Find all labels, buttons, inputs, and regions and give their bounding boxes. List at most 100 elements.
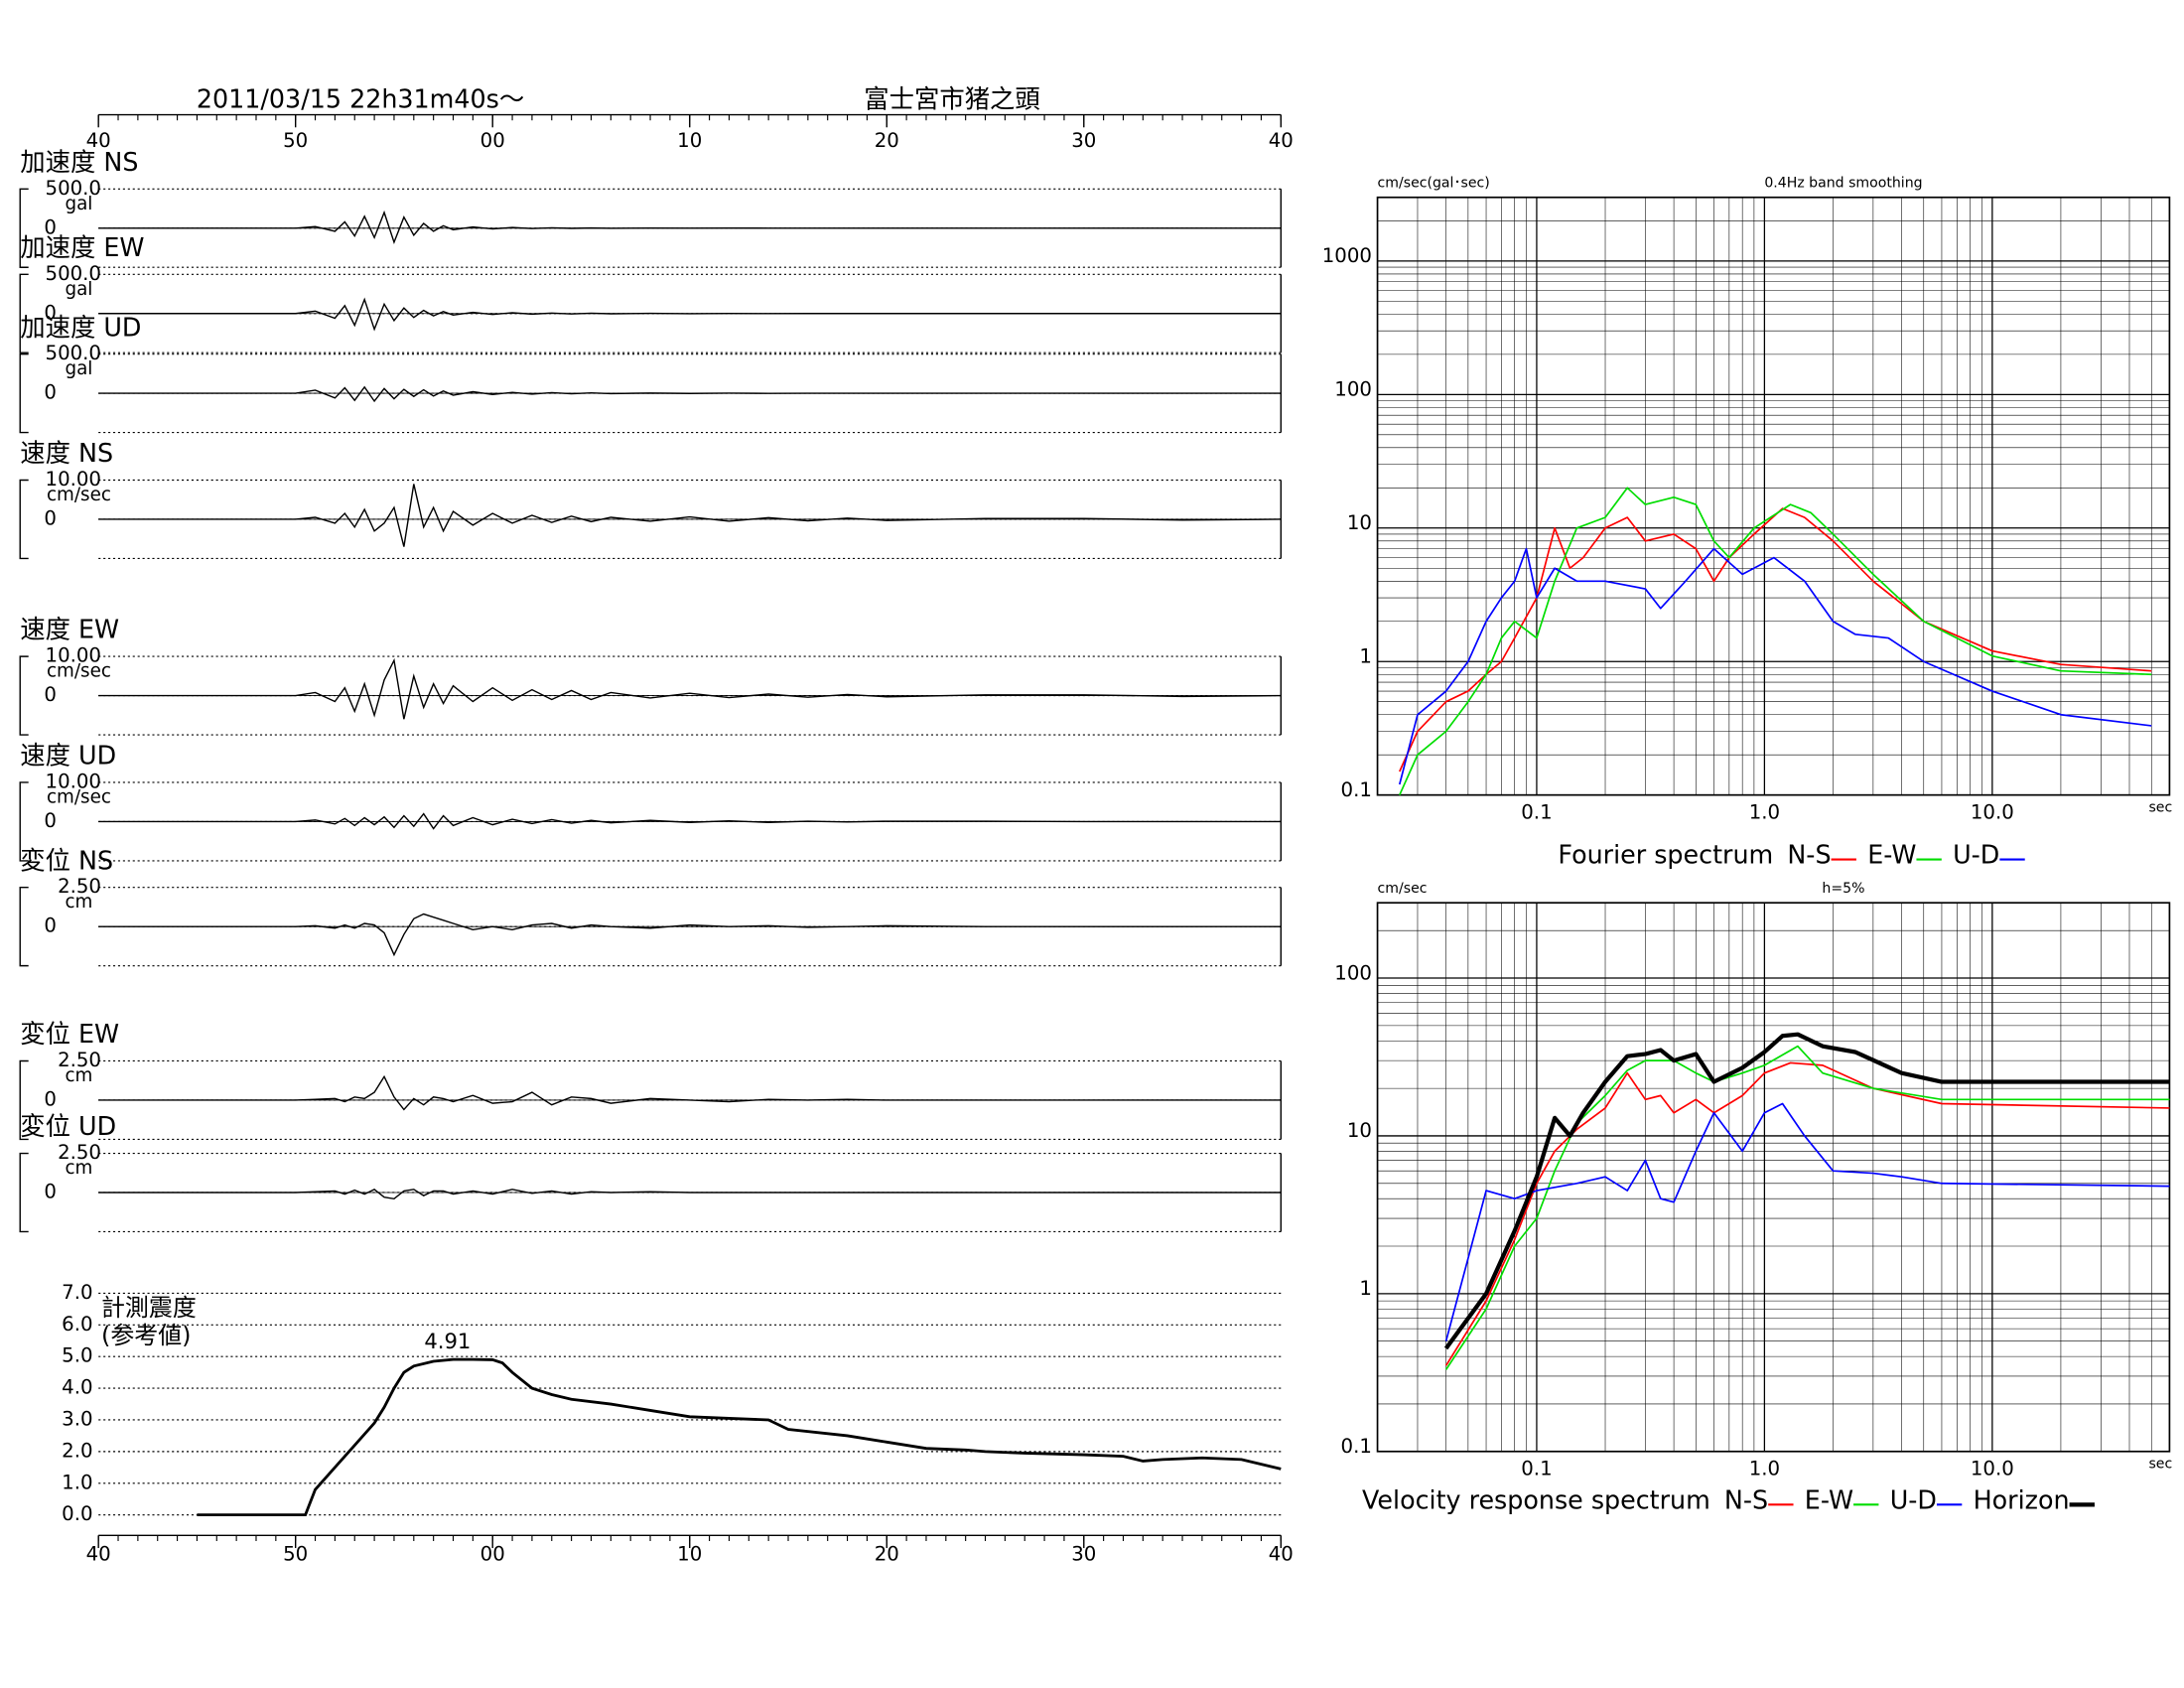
y-tick-label: 2.0 xyxy=(62,1439,92,1462)
x-tick-label: 50 xyxy=(283,129,308,152)
x-tick-label: 40 xyxy=(86,129,111,152)
unit-label: cm/sec xyxy=(47,485,111,505)
legend-label: E-W xyxy=(1805,1485,1853,1515)
x-tick-label: 30 xyxy=(1071,1543,1096,1566)
y-tick-label: 10.00 xyxy=(46,468,101,491)
unit-label: gal xyxy=(65,358,92,379)
y-tick-label: 0 xyxy=(44,1180,57,1202)
waveform xyxy=(98,385,1282,403)
panel-bracket xyxy=(19,655,29,736)
spectrum-line xyxy=(1398,547,2152,785)
legend-label: Horizon xyxy=(1974,1485,2070,1515)
y-tick-label: 100 xyxy=(1334,961,1372,984)
legend-label: U-D xyxy=(1890,1485,1937,1515)
trace-title: 加速度 UD xyxy=(20,312,141,342)
legend-label: E-W xyxy=(1867,840,1916,870)
y-tick-label: 0.0 xyxy=(62,1502,92,1525)
x-tick-label: 0.1 xyxy=(1521,800,1552,823)
y-tick-label: 5.0 xyxy=(62,1344,92,1367)
unit-label: gal xyxy=(65,194,92,214)
y-tick-label: 3.0 xyxy=(62,1407,92,1430)
y-tick-label: 0 xyxy=(44,381,57,404)
y-tick-label: 1000 xyxy=(1322,244,1372,267)
panel-bracket xyxy=(19,188,29,268)
waveform xyxy=(98,484,1282,547)
x-tick-label: 20 xyxy=(875,1543,899,1566)
station-name: 富士宮市猪之頭 xyxy=(864,83,1040,113)
spectrum-line xyxy=(1399,507,2152,773)
x-tick-label: 40 xyxy=(1269,1543,1294,1566)
y-axis-label: cm/sec(gal･sec) xyxy=(1378,176,1490,192)
subtitle: h=5% xyxy=(1822,881,1864,897)
y-tick-label: 0 xyxy=(44,1087,57,1110)
trace-title: 加速度 NS xyxy=(20,147,138,177)
x-tick-label: 40 xyxy=(86,1543,111,1566)
waveform xyxy=(98,1189,1282,1200)
x-tick-label: 30 xyxy=(1071,129,1096,152)
y-tick-label: 6.0 xyxy=(62,1313,92,1336)
x-tick-label: 00 xyxy=(480,129,505,152)
x-tick-label: 10.0 xyxy=(1971,800,2014,823)
spectrum-line xyxy=(1444,1061,2170,1366)
unit-label: cm xyxy=(65,892,92,913)
panel-bracket xyxy=(19,1152,29,1233)
y-tick-label: 0.1 xyxy=(1341,1435,1372,1458)
legend-label: N-S xyxy=(1724,1485,1768,1515)
x-tick-label: 1.0 xyxy=(1749,800,1780,823)
subtitle: 0.4Hz band smoothing xyxy=(1764,176,1922,192)
panel-bracket xyxy=(19,273,29,353)
legend-label: U-D xyxy=(1953,840,1999,870)
x-tick-label: 00 xyxy=(480,1543,505,1566)
trace-title: 変位 NS xyxy=(20,845,113,875)
panel-bracket xyxy=(19,781,29,862)
record-datetime: 2011/03/15 22h31m40s〜 xyxy=(197,83,524,113)
y-tick-label: 0.1 xyxy=(1341,778,1372,801)
y-tick-label: 500.0 xyxy=(46,342,101,364)
panel-bracket xyxy=(19,1059,29,1141)
x-axis-label: sec xyxy=(2148,799,2172,815)
y-tick-label: 0 xyxy=(44,914,57,937)
waveform xyxy=(98,297,1282,332)
spectrum-line xyxy=(1399,487,2152,796)
chart-title: Velocity response spectrum xyxy=(1362,1485,1710,1515)
plot-frame xyxy=(1376,196,2171,796)
chart-title: Fourier spectrum xyxy=(1558,840,1773,870)
y-tick-label: 0 xyxy=(44,506,57,529)
trace-title: 変位 UD xyxy=(20,1111,116,1141)
y-tick-label: 10.00 xyxy=(46,770,101,792)
panel-bracket xyxy=(19,479,29,560)
spectrum-line xyxy=(1443,1032,2170,1350)
y-tick-label: 10 xyxy=(1347,1119,1372,1142)
peak-annotation: 4.91 xyxy=(424,1329,471,1353)
unit-label: cm xyxy=(65,1065,92,1086)
y-axis-label: 計測震度 xyxy=(101,1294,197,1322)
waveform xyxy=(98,657,1282,720)
waveform xyxy=(98,812,1282,830)
panel-bracket xyxy=(19,886,29,967)
y-tick-label: 7.0 xyxy=(62,1281,92,1304)
y-tick-label: 500.0 xyxy=(46,262,101,285)
x-axis-label: sec xyxy=(2148,1456,2172,1472)
trace-title: 加速度 EW xyxy=(20,232,144,262)
x-tick-label: 40 xyxy=(1269,129,1294,152)
plot-frame xyxy=(1376,902,2171,1453)
y-axis-label: (参考値) xyxy=(101,1322,192,1349)
x-tick-label: 50 xyxy=(283,1543,308,1566)
trace-title: 速度 UD xyxy=(20,741,116,771)
x-tick-label: 0.1 xyxy=(1521,1458,1552,1480)
y-axis-label: cm/sec xyxy=(1378,881,1428,897)
unit-label: gal xyxy=(65,279,92,300)
waveform xyxy=(98,913,1282,957)
trace-title: 変位 EW xyxy=(20,1019,119,1049)
y-tick-label: 2.50 xyxy=(58,875,101,898)
y-tick-label: 2.50 xyxy=(58,1049,101,1071)
y-tick-label: 500.0 xyxy=(46,177,101,200)
y-tick-label: 10 xyxy=(1347,511,1372,534)
x-tick-label: 1.0 xyxy=(1749,1458,1780,1480)
intensity-line xyxy=(197,1357,1282,1517)
y-tick-label: 0 xyxy=(44,301,57,324)
y-tick-label: 1 xyxy=(1359,1277,1372,1300)
